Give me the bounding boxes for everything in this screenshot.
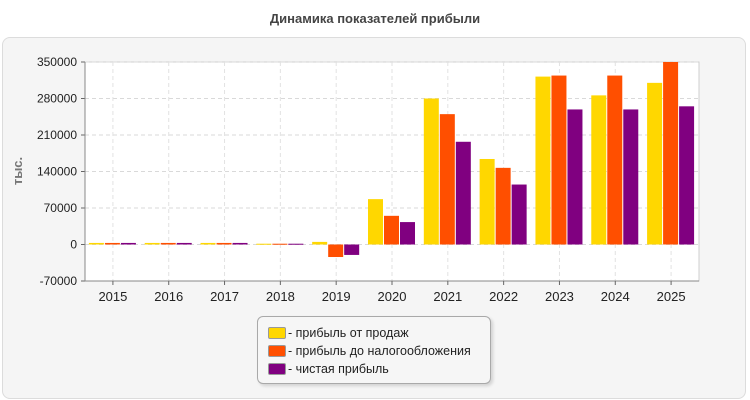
x-tick-label: 2015 xyxy=(98,289,127,304)
bar xyxy=(288,243,304,245)
axes: 350000 280000 210000 140000 70000 0 -70000 2015… xyxy=(37,55,699,304)
bar xyxy=(567,109,583,245)
y-axis-label: тыс. xyxy=(10,157,25,185)
bar xyxy=(607,75,623,245)
y-tick-label: 0 xyxy=(70,238,77,252)
bar xyxy=(535,76,551,245)
bar xyxy=(88,242,104,245)
bar xyxy=(623,109,639,245)
bar xyxy=(663,62,679,245)
chart-title: Динамика показателей прибыли xyxy=(269,11,481,26)
bar xyxy=(216,242,232,245)
bar xyxy=(591,95,607,245)
x-tick-label: 2019 xyxy=(322,289,351,304)
bars xyxy=(88,62,695,258)
bar xyxy=(272,243,288,245)
x-tick-label: 2018 xyxy=(266,289,295,304)
bar xyxy=(176,242,192,245)
x-tick-label: 2023 xyxy=(545,289,574,304)
bar xyxy=(647,82,663,245)
x-tick-label: 2021 xyxy=(433,289,462,304)
bar xyxy=(383,215,400,245)
legend-label-pretax-profit: - прибыль до налогообложения xyxy=(288,344,471,358)
bar xyxy=(200,242,216,245)
bar xyxy=(679,106,695,245)
bar xyxy=(511,184,527,245)
bar xyxy=(144,242,160,245)
legend-label-sales-profit: - прибыль от продаж xyxy=(288,326,409,340)
y-tick-label: 70000 xyxy=(44,201,78,215)
legend-item-pretax-profit: - прибыль до налогообложения xyxy=(268,343,471,359)
bar xyxy=(495,167,511,245)
bar xyxy=(256,243,272,245)
legend-swatch-sales-profit xyxy=(268,327,286,339)
legend-item-sales-profit: - прибыль от продаж xyxy=(268,325,409,341)
y-tick-label: 350000 xyxy=(37,55,77,69)
legend-item-net-profit: - чистая прибыль xyxy=(268,361,389,377)
bar xyxy=(120,242,136,245)
y-tick-label: -70000 xyxy=(40,274,78,288)
legend-swatch-pretax-profit xyxy=(268,345,286,357)
bar xyxy=(400,222,416,245)
legend-swatch-net-profit xyxy=(268,363,286,375)
x-tick-label: 2020 xyxy=(378,289,407,304)
bar xyxy=(104,242,120,245)
y-tick-label: 280000 xyxy=(37,92,77,106)
y-tick-label: 140000 xyxy=(37,165,77,179)
bar xyxy=(551,75,567,245)
bar xyxy=(344,244,360,255)
bar xyxy=(479,158,495,245)
x-tick-label: 2017 xyxy=(210,289,239,304)
bar xyxy=(367,199,383,245)
x-tick-label: 2022 xyxy=(489,289,518,304)
y-tick-label: 210000 xyxy=(37,128,77,142)
bar xyxy=(312,241,328,245)
x-tick-label: 2016 xyxy=(154,289,183,304)
bar xyxy=(328,244,344,258)
x-tick-label: 2024 xyxy=(601,289,630,304)
legend-label-net-profit: - чистая прибыль xyxy=(288,362,389,376)
bar xyxy=(439,114,455,245)
x-tick-label: 2025 xyxy=(657,289,686,304)
bar xyxy=(455,141,471,245)
bar xyxy=(232,242,248,245)
legend: - прибыль от продаж - прибыль до налогоо… xyxy=(257,316,491,384)
bar xyxy=(160,242,176,245)
bar xyxy=(423,98,439,245)
